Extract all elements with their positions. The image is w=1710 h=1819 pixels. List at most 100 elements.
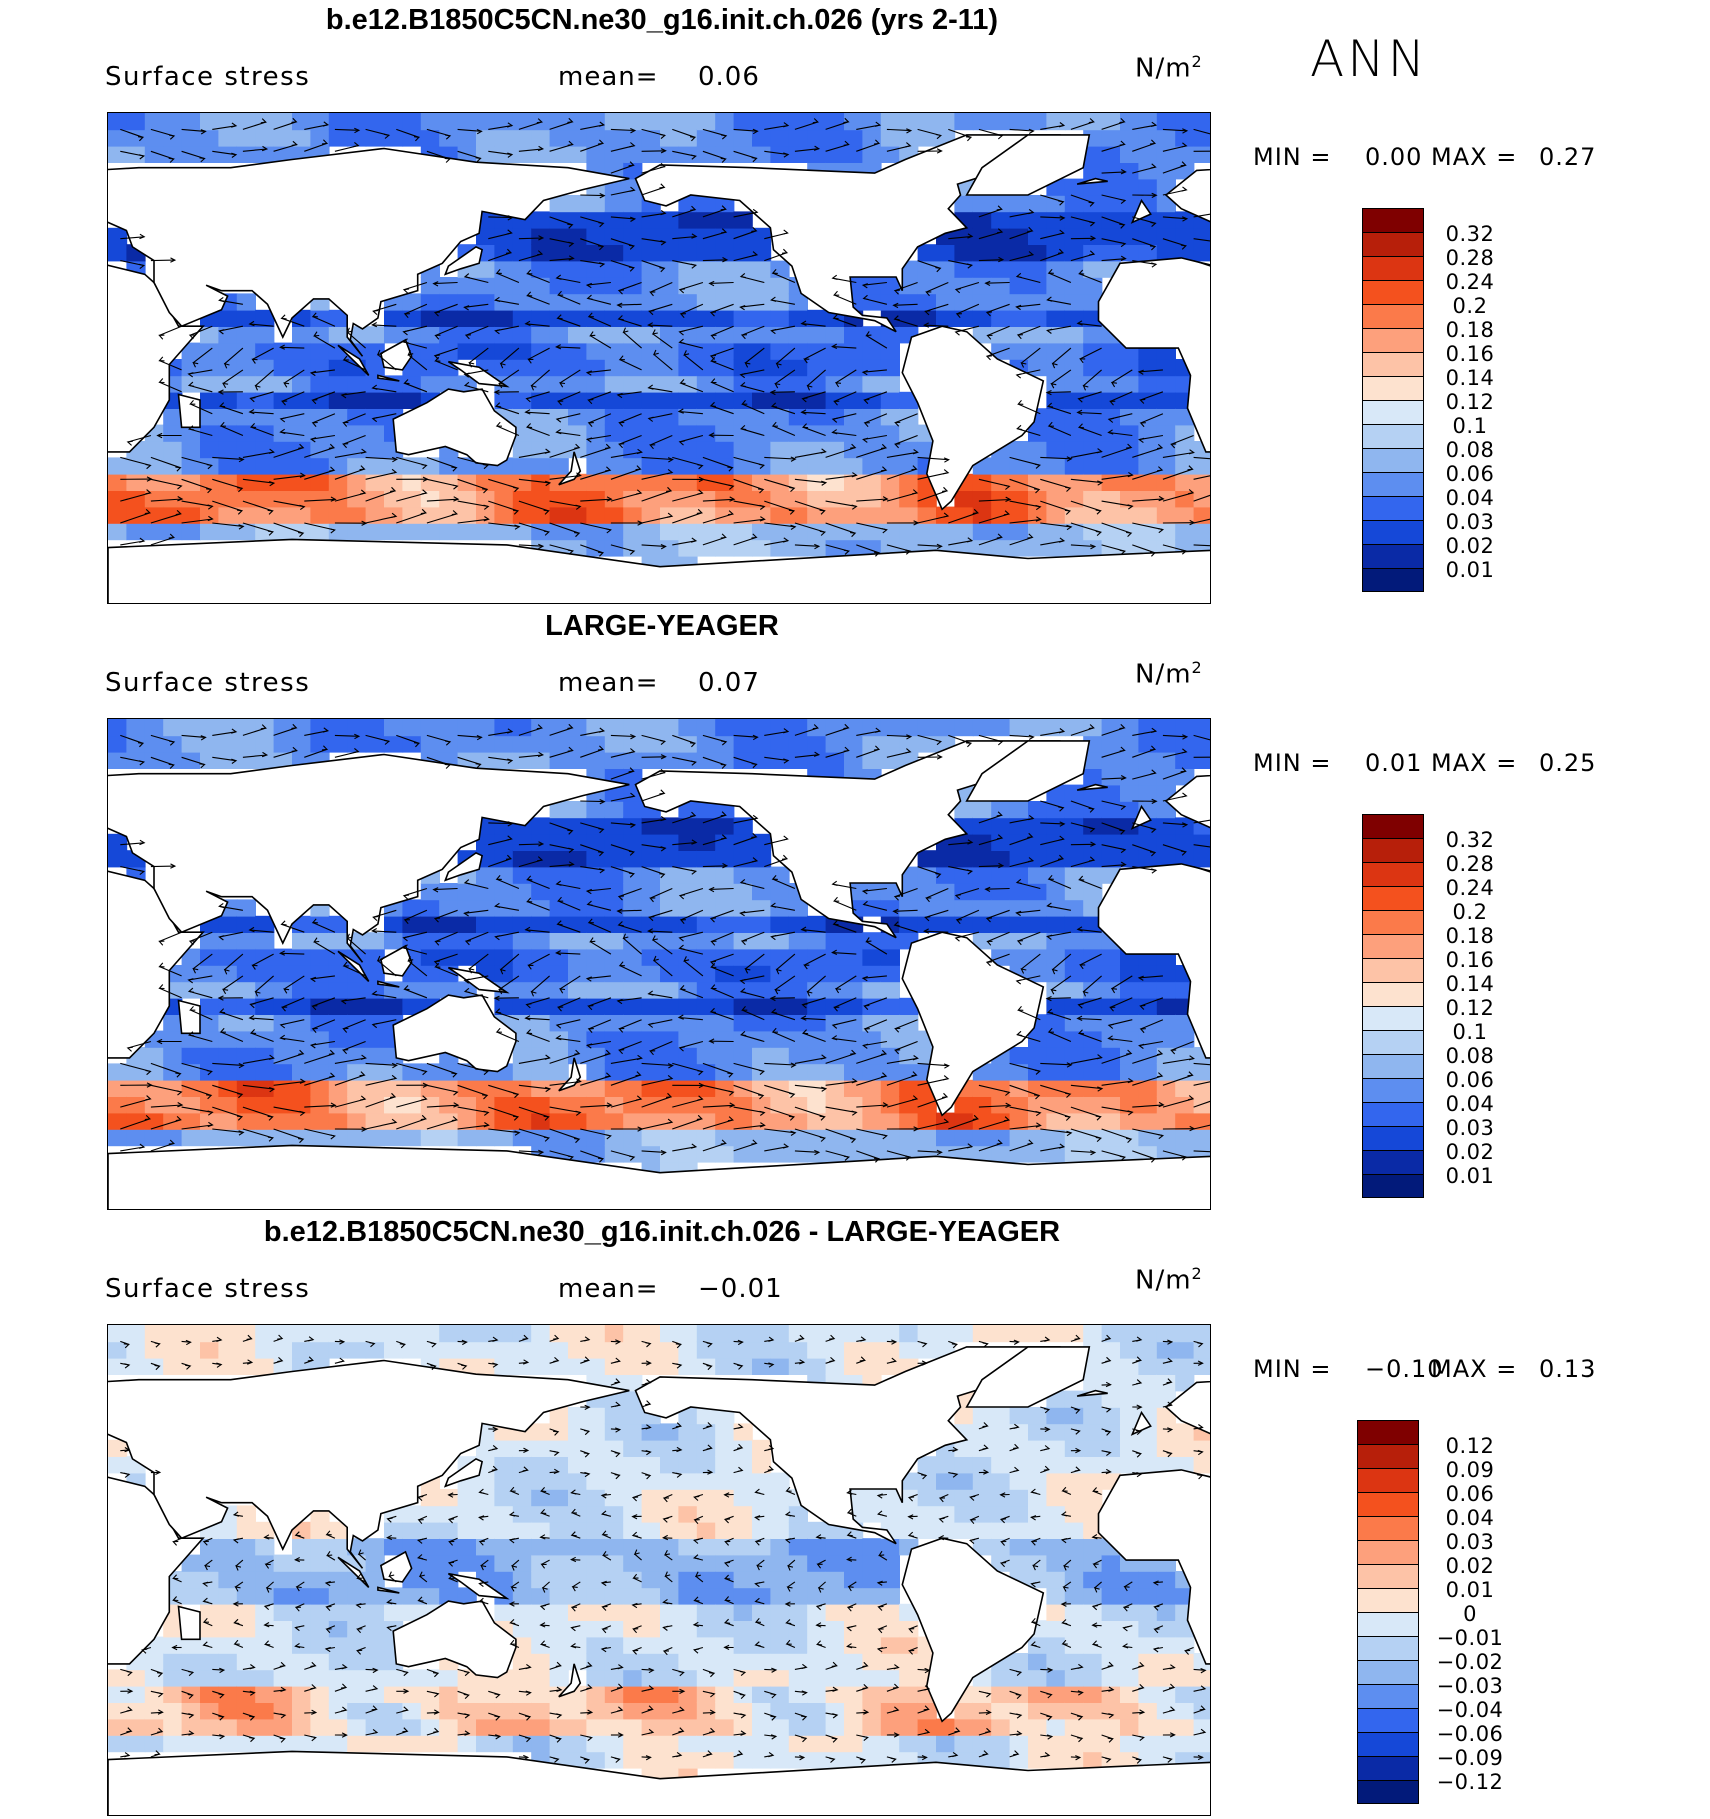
- colorbar-tick-label: 0.2: [1452, 294, 1488, 318]
- mean-label: mean=: [558, 62, 659, 92]
- colorbar-swatch: [1362, 1030, 1424, 1054]
- colorbar-swatch: [1357, 1684, 1419, 1708]
- min-value: −0.10: [1365, 1355, 1444, 1383]
- stress-vectors: [120, 117, 1210, 557]
- colorbar-tick-label: 0.06: [1445, 1482, 1495, 1506]
- map-svg: [108, 719, 1210, 1209]
- colorbar-tick-label: 0.18: [1445, 318, 1495, 342]
- colorbar-tick-label: 0.06: [1445, 462, 1495, 486]
- mean-value: 0.06: [698, 62, 760, 92]
- colorbar-swatch: [1357, 1732, 1419, 1756]
- colorbar-tick-label: 0.02: [1445, 1140, 1495, 1164]
- world-map: [107, 718, 1211, 1210]
- colorbar-tick-label: 0.06: [1445, 1068, 1495, 1092]
- colorbar-tick-label: 0.02: [1445, 1554, 1495, 1578]
- map-svg: [108, 113, 1210, 603]
- variable-label: Surface stress: [105, 668, 311, 698]
- colorbar-tick-label: 0.09: [1445, 1458, 1495, 1482]
- colorbar-ticks: 0.32 0.28 0.24 0.2 0.18 0.16 0.14 0.12 0.1 0.08 0.…: [1420, 826, 1520, 1188]
- max-value: 0.13: [1539, 1355, 1597, 1383]
- stress-field: [108, 1325, 1210, 1785]
- colorbar-tick-label: 0.12: [1445, 390, 1495, 414]
- colorbar-swatch: [1362, 544, 1424, 568]
- coastlines: [108, 134, 1210, 603]
- colorbar-swatch: [1362, 1174, 1424, 1198]
- colorbar-swatch: [1362, 280, 1424, 304]
- colorbar-tick-label: 0.14: [1445, 972, 1495, 996]
- colorbar-tick-label: 0.04: [1445, 1506, 1495, 1530]
- colorbar-swatch: [1362, 1126, 1424, 1150]
- colorbar-swatch: [1357, 1612, 1419, 1636]
- map-panel-2: LARGE-YEAGER Surface stress mean= 0.07 N…: [0, 606, 1710, 1212]
- max-label: MAX =: [1431, 749, 1518, 777]
- colorbar-ticks: 0.32 0.28 0.24 0.2 0.18 0.16 0.14 0.12 0.1 0.08 0.…: [1420, 220, 1520, 582]
- colorbar-tick-label: 0.03: [1445, 1116, 1495, 1140]
- map-panel-1: b.e12.B1850C5CN.ne30_g16.init.ch.026 (yr…: [0, 0, 1710, 606]
- colorbar-swatch: [1357, 1564, 1419, 1588]
- variable-label: Surface stress: [105, 1274, 311, 1304]
- colorbar-swatch: [1362, 910, 1424, 934]
- colorbar-swatch: [1362, 814, 1424, 838]
- colorbar-ticks: 0.12 0.09 0.06 0.04 0.03 0.02 0.01 0 −0.01 −0.02−…: [1420, 1432, 1520, 1794]
- colorbar-swatch: [1362, 1054, 1424, 1078]
- colorbar-tick-label: −0.01: [1436, 1626, 1504, 1650]
- colorbar-tick-label: 0.18: [1445, 924, 1495, 948]
- colorbar: [1357, 1420, 1419, 1804]
- colorbar-tick-label: −0.04: [1436, 1698, 1504, 1722]
- colorbar-swatch: [1362, 352, 1424, 376]
- colorbar-tick-label: 0.28: [1445, 246, 1495, 270]
- colorbar-swatch: [1362, 886, 1424, 910]
- colorbar-tick-label: 0.03: [1445, 1530, 1495, 1554]
- stress-vectors: [120, 1334, 1207, 1764]
- colorbar-tick-label: 0.16: [1445, 948, 1495, 972]
- colorbar-swatch: [1362, 838, 1424, 862]
- colorbar-tick-label: 0.24: [1445, 876, 1495, 900]
- colorbar-tick-label: −0.02: [1436, 1650, 1504, 1674]
- colorbar-swatch: [1362, 376, 1424, 400]
- panel-title: b.e12.B1850C5CN.ne30_g16.init.ch.026 - L…: [263, 1216, 1061, 1248]
- max-value: 0.25: [1539, 749, 1597, 777]
- colorbar-swatch: [1362, 520, 1424, 544]
- colorbar-swatch: [1362, 934, 1424, 958]
- colorbar-swatch: [1362, 862, 1424, 886]
- colorbar-swatch: [1362, 328, 1424, 352]
- colorbar-tick-label: 0.12: [1445, 1434, 1495, 1458]
- colorbar-swatch: [1357, 1444, 1419, 1468]
- colorbar-tick-label: 0.01: [1445, 1578, 1495, 1602]
- colorbar-tick-label: 0: [1463, 1602, 1477, 1626]
- colorbar-tick-label: 0.2: [1452, 900, 1488, 924]
- colorbar-tick-label: −0.03: [1436, 1674, 1504, 1698]
- colorbar-swatch: [1362, 982, 1424, 1006]
- variable-label: Surface stress: [105, 62, 311, 92]
- colorbar-swatch: [1357, 1588, 1419, 1612]
- colorbar-swatch: [1362, 424, 1424, 448]
- units-label: N/m2: [1135, 52, 1203, 84]
- mean-label: mean=: [558, 668, 659, 698]
- colorbar-tick-label: 0.08: [1445, 1044, 1495, 1068]
- colorbar-swatch: [1362, 1150, 1424, 1174]
- colorbar: [1362, 208, 1424, 592]
- colorbar-tick-label: 0.03: [1445, 510, 1495, 534]
- colorbar-tick-label: 0.04: [1445, 1092, 1495, 1116]
- colorbar-swatch: [1362, 1078, 1424, 1102]
- colorbar-tick-label: 0.01: [1445, 558, 1495, 582]
- colorbar-swatch: [1362, 304, 1424, 328]
- colorbar-tick-label: 0.32: [1445, 828, 1495, 852]
- colorbar-swatch: [1357, 1708, 1419, 1732]
- colorbar-swatch: [1362, 496, 1424, 520]
- max-label: MAX =: [1431, 1355, 1518, 1383]
- min-label: MIN =: [1253, 1355, 1332, 1383]
- colorbar-swatch: [1362, 1102, 1424, 1126]
- colorbar-tick-label: 0.02: [1445, 534, 1495, 558]
- coastlines: [108, 740, 1210, 1209]
- colorbar: [1362, 814, 1424, 1198]
- map-panel-3: b.e12.B1850C5CN.ne30_g16.init.ch.026 - L…: [0, 1212, 1710, 1818]
- panel-title: LARGE-YEAGER: [545, 610, 779, 642]
- colorbar-swatch: [1357, 1660, 1419, 1684]
- colorbar-swatch: [1357, 1780, 1419, 1804]
- colorbar-tick-label: −0.12: [1436, 1770, 1504, 1794]
- colorbar-tick-label: 0.32: [1445, 222, 1495, 246]
- colorbar-swatch: [1362, 400, 1424, 424]
- colorbar-tick-label: −0.09: [1436, 1746, 1504, 1770]
- colorbar-tick-label: 0.1: [1452, 1020, 1488, 1044]
